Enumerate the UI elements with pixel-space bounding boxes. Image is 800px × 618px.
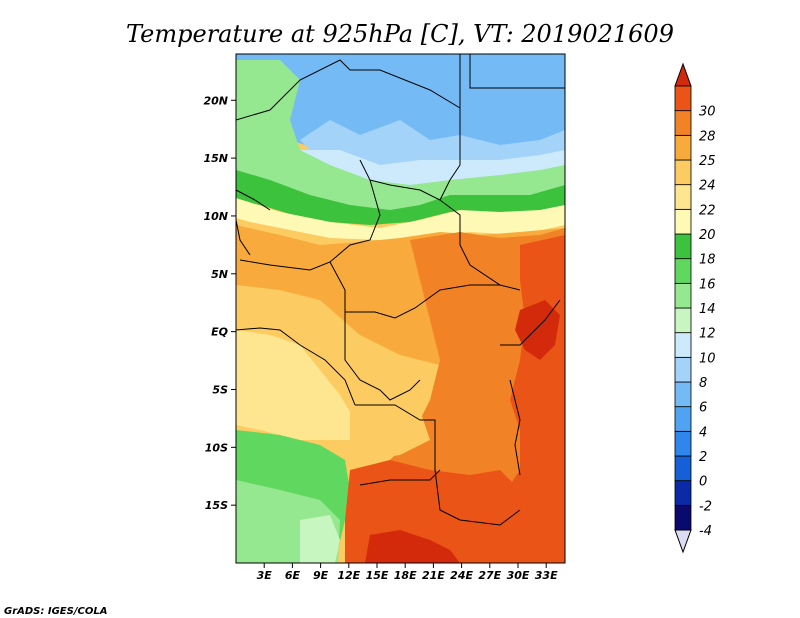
colorbar-swatch	[674, 356, 692, 383]
y-tick-label: 10N	[203, 210, 228, 223]
colorbar-swatch	[674, 134, 692, 161]
colorbar-label: 20	[699, 228, 716, 243]
colorbar-label: -2	[699, 499, 712, 514]
colorbar-label: 8	[699, 376, 707, 391]
y-tick-label: 20N	[203, 94, 228, 107]
x-tick-label: 15E	[366, 569, 389, 582]
x-tick-label: 9E	[313, 569, 329, 582]
y-tick-label: 5N	[211, 268, 228, 281]
x-tick-label: 33E	[535, 569, 558, 582]
x-axis: 3E 6E 9E 12E 15E 18E 21E 24E 27E 30E 33E	[257, 563, 558, 582]
colorbar-swatch	[674, 159, 692, 186]
plot-frame	[235, 53, 566, 564]
colorbar-swatch	[674, 480, 692, 506]
colorbar-swatch	[674, 282, 692, 309]
colorbar-swatch	[674, 381, 692, 408]
colorbar-swatch	[674, 85, 692, 112]
colorbar-label: 4	[699, 425, 707, 440]
colorbar-label: 6	[699, 401, 707, 416]
zone-angola-interior	[350, 400, 430, 460]
colorbar-label: 28	[699, 129, 716, 144]
x-tick-label: 12E	[337, 569, 360, 582]
colorbar-label: 2	[699, 450, 707, 465]
colorbar-swatch	[674, 455, 692, 482]
y-tick-label: 5S	[212, 383, 228, 396]
colorbar-label: 10	[699, 351, 716, 366]
x-tick-label: 24E	[450, 569, 473, 582]
chart-title: Temperature at 925hPa [C], VT: 201902160…	[126, 20, 674, 48]
y-tick-label: 15S	[205, 499, 228, 512]
country-borders	[236, 54, 565, 526]
colorbar-swatch	[674, 208, 692, 235]
colorbar-swatch	[674, 406, 692, 432]
colorbar-label: 12	[699, 327, 716, 342]
zone-coast-yellow	[236, 330, 360, 440]
colorbar-label: 18	[699, 253, 716, 268]
colorbar-label: 25	[699, 154, 716, 169]
zone-sahel-green	[236, 60, 565, 215]
credit-label: GrADS: IGES/COLA	[4, 606, 107, 617]
x-tick-label: 18E	[394, 569, 417, 582]
colorbar-swatch	[674, 258, 692, 284]
colorbar-swatch	[674, 307, 692, 334]
colorbar-swatch	[674, 110, 692, 136]
x-tick-label: 21E	[422, 569, 445, 582]
x-tick-label: 3E	[257, 569, 273, 582]
colorbar-label: -4	[699, 524, 712, 539]
y-axis: 20N 15N 10N 5N EQ 5S 10S 15S	[203, 94, 236, 512]
colorbar-under-arrow	[674, 529, 692, 554]
colorbar-over-arrow	[674, 62, 692, 87]
zone-sahel-yellow	[236, 198, 565, 240]
y-tick-label: 10S	[205, 441, 228, 454]
colorbar-label: 16	[699, 277, 716, 292]
colorbar-swatch	[674, 233, 692, 260]
colorbar-swatch	[674, 504, 692, 531]
temperature-field	[236, 54, 565, 563]
y-tick-label: EQ	[211, 326, 228, 339]
zone-angola-coast-pale	[300, 515, 340, 563]
y-tick-label: 15N	[203, 152, 228, 165]
x-tick-label: 6E	[285, 569, 301, 582]
colorbar-label: 0	[699, 475, 707, 490]
colorbar-swatch	[674, 430, 692, 457]
zone-namibia-hottest	[365, 530, 460, 563]
colorbar-label: 14	[699, 302, 716, 317]
colorbar-label: 30	[699, 105, 716, 120]
x-tick-label: 27E	[478, 569, 501, 582]
colorbar-label: 22	[699, 203, 716, 218]
colorbar-swatch	[674, 184, 692, 210]
x-tick-label: 30E	[507, 569, 530, 582]
colorbar-label: 24	[699, 179, 716, 194]
colorbar-swatch	[674, 332, 692, 358]
